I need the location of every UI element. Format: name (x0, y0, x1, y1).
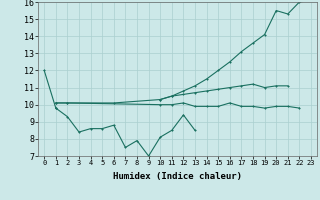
X-axis label: Humidex (Indice chaleur): Humidex (Indice chaleur) (113, 172, 242, 181)
